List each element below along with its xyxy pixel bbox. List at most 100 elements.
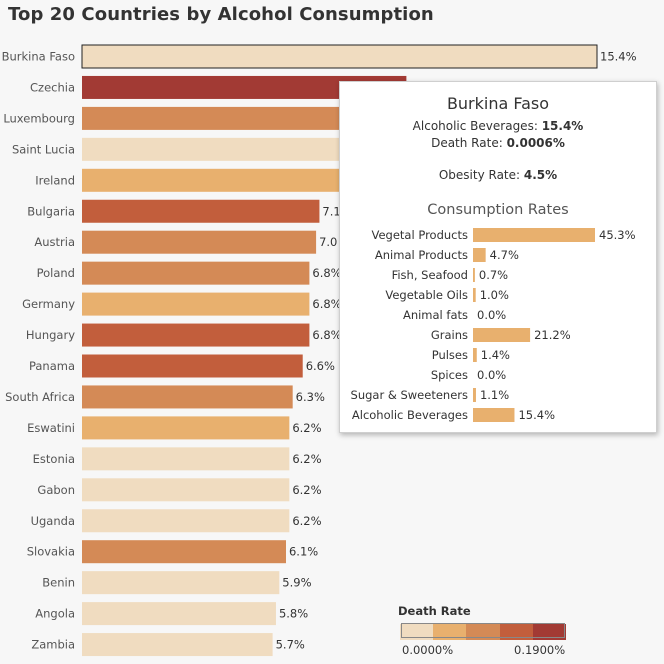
tooltip-death-label: Death Rate: bbox=[431, 136, 507, 150]
bar[interactable] bbox=[82, 385, 293, 409]
tooltip-death-value: 0.0006% bbox=[506, 136, 565, 150]
row-label: Austria bbox=[34, 235, 75, 249]
value-label: 5.9% bbox=[282, 576, 311, 590]
rate-value: 1.4% bbox=[481, 348, 510, 362]
rate-value: 21.2% bbox=[534, 328, 571, 342]
row-label: Hungary bbox=[26, 328, 75, 342]
tooltip-obesity-value: 4.5% bbox=[523, 168, 558, 182]
bar[interactable] bbox=[82, 509, 290, 533]
row-label: Angola bbox=[35, 607, 75, 621]
bar[interactable] bbox=[82, 168, 350, 192]
tooltip-obesity-label: Obesity Rate: bbox=[438, 168, 524, 182]
rate-bar bbox=[473, 288, 476, 302]
bar[interactable] bbox=[82, 416, 290, 440]
rate-bar bbox=[473, 268, 475, 282]
legend-swatch bbox=[400, 624, 434, 640]
value-label: 6.8% bbox=[312, 328, 341, 342]
rate-value: 0.0% bbox=[477, 308, 506, 322]
bar[interactable] bbox=[82, 571, 280, 595]
rate-label: Spices bbox=[431, 368, 468, 382]
bar[interactable] bbox=[82, 75, 407, 99]
rate-value: 1.0% bbox=[480, 288, 509, 302]
rate-value: 0.7% bbox=[479, 268, 508, 282]
bar[interactable] bbox=[82, 447, 290, 471]
row-label: Ireland bbox=[35, 173, 75, 187]
tooltip-alcohol-label: Alcoholic Beverages: bbox=[412, 119, 542, 133]
rate-label: Animal Products bbox=[375, 248, 468, 262]
row-label: Poland bbox=[37, 266, 75, 280]
bar[interactable] bbox=[82, 354, 303, 378]
row-label: Saint Lucia bbox=[12, 142, 75, 156]
rate-value: 15.4% bbox=[518, 408, 555, 422]
row-label: Zambia bbox=[31, 638, 75, 652]
row-label: Gabon bbox=[37, 483, 75, 497]
tooltip-subtitle: Consumption Rates bbox=[427, 202, 569, 218]
row-label: Burkina Faso bbox=[2, 50, 75, 64]
rate-bar bbox=[473, 388, 476, 402]
row-label: Benin bbox=[42, 576, 75, 590]
value-label: 6.6% bbox=[306, 359, 335, 373]
row-label: Panama bbox=[29, 359, 75, 373]
color-legend bbox=[400, 622, 566, 640]
value-label: 6.2% bbox=[292, 514, 321, 528]
rate-label: Fish, Seafood bbox=[392, 268, 468, 282]
bar[interactable] bbox=[82, 230, 317, 254]
rate-bar bbox=[473, 408, 515, 422]
chart-title: Top 20 Countries by Alcohol Consumption bbox=[8, 4, 434, 25]
bar[interactable] bbox=[82, 137, 380, 161]
bar[interactable] bbox=[82, 292, 310, 316]
rate-bar bbox=[473, 328, 531, 342]
rate-value: 4.7% bbox=[490, 248, 519, 262]
bar[interactable] bbox=[82, 540, 286, 564]
legend-title: Death Rate bbox=[398, 604, 471, 618]
value-label: 6.1% bbox=[289, 545, 318, 559]
rate-label: Animal fats bbox=[403, 308, 468, 322]
tooltip-obesity-line: Obesity Rate: 4.5% bbox=[340, 168, 656, 182]
legend-swatch bbox=[433, 624, 467, 640]
bar[interactable] bbox=[82, 323, 310, 347]
value-label: 5.7% bbox=[276, 638, 305, 652]
legend-max-label: 0.1900% bbox=[514, 643, 566, 657]
rate-label: Sugar & Sweeteners bbox=[351, 388, 468, 402]
tooltip-country: Burkina Faso bbox=[446, 94, 550, 113]
row-label: Eswatini bbox=[27, 421, 75, 435]
rate-bar bbox=[473, 228, 595, 242]
tooltip-death-line: Death Rate: 0.0006% bbox=[340, 136, 656, 150]
row-label: Luxembourg bbox=[3, 111, 75, 125]
tooltip: Burkina Faso Alcoholic Beverages: 15.4% … bbox=[339, 81, 657, 433]
rate-value: 0.0% bbox=[477, 368, 506, 382]
tooltip-rates-chart: Vegetal Products 45.3% Animal Products 4.7%… bbox=[351, 228, 636, 422]
bar[interactable] bbox=[82, 199, 320, 223]
bar[interactable] bbox=[81, 44, 598, 69]
value-label: 5.8% bbox=[279, 607, 308, 621]
legend-min-label: 0.0000% bbox=[402, 643, 454, 657]
row-label: Bulgaria bbox=[27, 204, 75, 218]
row-label: South Africa bbox=[5, 390, 75, 404]
rate-label: Alcoholic Beverages bbox=[352, 408, 468, 422]
value-label: 6.2% bbox=[292, 452, 321, 466]
value-label: 6.8% bbox=[312, 266, 341, 280]
bar[interactable] bbox=[82, 633, 273, 657]
rate-label: Pulses bbox=[432, 348, 468, 362]
rate-label: Grains bbox=[431, 328, 468, 342]
rate-value: 1.1% bbox=[480, 388, 509, 402]
rate-bar bbox=[473, 248, 486, 262]
legend-swatch bbox=[532, 624, 566, 640]
value-label: 6.2% bbox=[292, 483, 321, 497]
bar[interactable] bbox=[82, 261, 310, 285]
row-label: Slovakia bbox=[27, 545, 75, 559]
row-label: Uganda bbox=[31, 514, 75, 528]
value-label: 6.8% bbox=[312, 297, 341, 311]
rate-label: Vegetal Products bbox=[372, 228, 469, 242]
bar[interactable] bbox=[82, 106, 400, 130]
value-label: 6.2% bbox=[292, 421, 321, 435]
value-label: 6.3% bbox=[296, 390, 325, 404]
rate-value: 45.3% bbox=[599, 228, 636, 242]
rate-label: Vegetable Oils bbox=[385, 288, 468, 302]
rate-bar bbox=[473, 348, 477, 362]
row-label: Germany bbox=[22, 297, 75, 311]
bar[interactable] bbox=[82, 602, 276, 626]
bar[interactable] bbox=[82, 478, 290, 502]
tooltip-alcohol-line: Alcoholic Beverages: 15.4% bbox=[340, 119, 656, 133]
